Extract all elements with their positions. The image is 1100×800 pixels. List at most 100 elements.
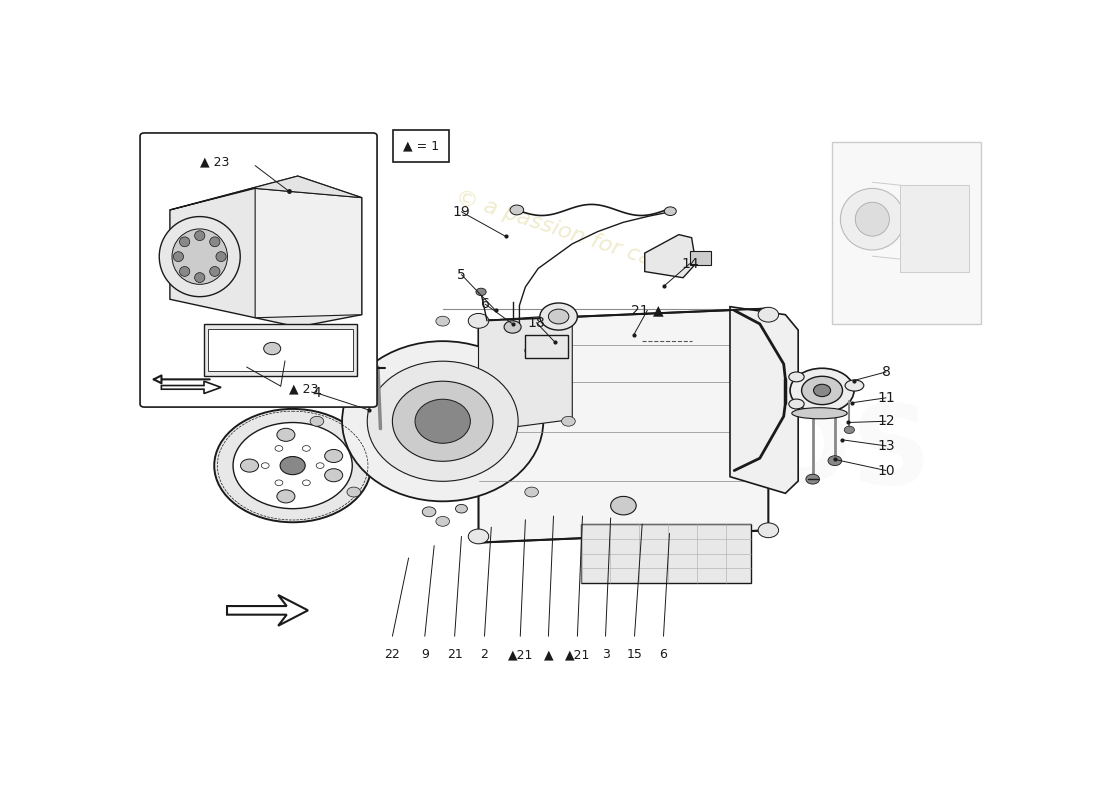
Ellipse shape — [393, 382, 493, 462]
Text: 6: 6 — [660, 648, 668, 661]
Text: ▲: ▲ — [543, 648, 553, 661]
Polygon shape — [645, 234, 696, 278]
Ellipse shape — [845, 380, 864, 391]
Circle shape — [302, 480, 310, 486]
Text: © a passion for cars: © a passion for cars — [453, 187, 674, 276]
Ellipse shape — [216, 252, 227, 262]
Ellipse shape — [195, 273, 205, 282]
Bar — [690, 251, 712, 265]
Ellipse shape — [790, 368, 854, 413]
Ellipse shape — [179, 237, 190, 246]
Bar — [526, 335, 568, 358]
Circle shape — [504, 321, 521, 333]
Circle shape — [241, 459, 258, 472]
Circle shape — [275, 446, 283, 451]
Circle shape — [214, 409, 371, 522]
Text: 15: 15 — [627, 648, 642, 661]
Circle shape — [540, 303, 578, 330]
Circle shape — [510, 205, 524, 215]
Circle shape — [324, 469, 343, 482]
Text: ▲21: ▲21 — [507, 648, 534, 661]
Circle shape — [346, 487, 361, 497]
Ellipse shape — [856, 202, 890, 236]
Polygon shape — [169, 176, 362, 327]
Circle shape — [233, 422, 352, 509]
Circle shape — [302, 446, 310, 451]
Circle shape — [455, 505, 468, 513]
Text: ▲21: ▲21 — [564, 648, 590, 661]
Text: ▲ 23: ▲ 23 — [200, 155, 229, 169]
Text: 11: 11 — [877, 391, 895, 405]
Text: VDS: VDS — [673, 400, 932, 506]
Circle shape — [277, 490, 295, 503]
Circle shape — [277, 428, 295, 442]
Polygon shape — [730, 306, 799, 494]
Circle shape — [758, 307, 779, 322]
Circle shape — [814, 384, 830, 397]
Circle shape — [469, 529, 488, 544]
Circle shape — [758, 523, 779, 538]
Bar — [901, 186, 969, 271]
Ellipse shape — [840, 189, 904, 250]
Polygon shape — [478, 309, 768, 542]
Text: 4: 4 — [312, 386, 321, 400]
Bar — [833, 142, 981, 324]
Circle shape — [310, 416, 323, 426]
Text: 13: 13 — [877, 439, 894, 453]
Polygon shape — [255, 188, 362, 318]
Text: 2: 2 — [481, 648, 488, 661]
Circle shape — [436, 316, 450, 326]
Text: 9: 9 — [421, 648, 429, 661]
Text: 14: 14 — [681, 257, 698, 270]
Ellipse shape — [789, 372, 804, 382]
Circle shape — [275, 480, 283, 486]
Circle shape — [525, 487, 538, 497]
Bar — [208, 329, 353, 371]
Polygon shape — [162, 382, 221, 394]
Text: 21 ▲: 21 ▲ — [631, 303, 663, 318]
Text: 21: 21 — [447, 648, 462, 661]
Circle shape — [610, 496, 636, 515]
Ellipse shape — [160, 217, 240, 297]
Text: 18: 18 — [528, 316, 546, 330]
Text: ▲ = 1: ▲ = 1 — [403, 139, 439, 152]
Circle shape — [264, 342, 280, 354]
Circle shape — [562, 416, 575, 426]
Circle shape — [469, 314, 488, 328]
Circle shape — [262, 462, 270, 469]
Circle shape — [806, 474, 820, 484]
FancyBboxPatch shape — [140, 133, 377, 407]
Circle shape — [422, 507, 436, 517]
Text: 19: 19 — [452, 205, 471, 219]
Circle shape — [280, 457, 305, 474]
Bar — [581, 524, 751, 582]
Ellipse shape — [415, 399, 471, 443]
Circle shape — [664, 207, 676, 215]
Ellipse shape — [172, 229, 228, 284]
Text: 5: 5 — [458, 268, 465, 282]
Ellipse shape — [792, 408, 847, 418]
Text: 6: 6 — [481, 298, 490, 311]
Text: 12: 12 — [877, 414, 894, 428]
Bar — [394, 130, 449, 162]
Circle shape — [549, 309, 569, 324]
Circle shape — [525, 346, 538, 355]
Text: 22: 22 — [385, 648, 400, 661]
Circle shape — [844, 426, 855, 434]
Circle shape — [436, 517, 450, 526]
Ellipse shape — [179, 266, 190, 276]
Circle shape — [346, 346, 361, 355]
Ellipse shape — [210, 266, 220, 276]
Ellipse shape — [789, 399, 804, 409]
Ellipse shape — [367, 361, 518, 482]
Text: 10: 10 — [877, 463, 894, 478]
Ellipse shape — [802, 376, 843, 405]
Text: ▲ 23: ▲ 23 — [289, 382, 319, 395]
Polygon shape — [478, 314, 572, 432]
Circle shape — [316, 462, 324, 469]
Circle shape — [476, 288, 486, 295]
Circle shape — [324, 450, 343, 462]
Polygon shape — [227, 595, 308, 626]
Circle shape — [828, 456, 842, 466]
Bar — [204, 324, 358, 376]
